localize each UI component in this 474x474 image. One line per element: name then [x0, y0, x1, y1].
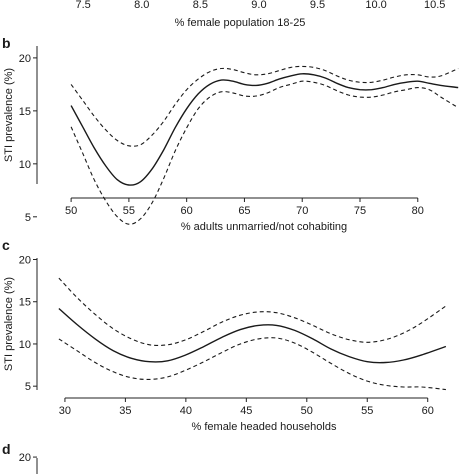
x-tick-label: 8.0: [134, 0, 149, 11]
panel-label-c: c: [2, 237, 10, 253]
y-tick-label: 5: [25, 381, 31, 393]
x-tick-label: 60: [181, 205, 193, 217]
series-fit-line-b: [70, 73, 459, 186]
x-tick-label: 50: [301, 405, 313, 417]
y-tick-label: 20: [19, 53, 31, 65]
panel-label-b: b: [2, 35, 11, 51]
x-tick-label: 75: [354, 205, 366, 217]
x-tick-label: 10.0: [365, 0, 386, 11]
y-tick-label: 10: [19, 159, 31, 171]
y-tick-label: 10: [19, 339, 31, 351]
x-tick-label: 40: [180, 405, 192, 417]
series-upper-line-b: [70, 65, 459, 147]
series-lower-line-b: [70, 80, 459, 225]
y-tick-label: 20: [19, 452, 31, 464]
x-tick-label: 45: [240, 405, 252, 417]
x-tick-label: 50: [65, 205, 77, 217]
y-tick-label: 15: [19, 297, 31, 309]
series-lower-line-c: [58, 337, 446, 391]
x-tick-label: 80: [412, 205, 424, 217]
y-tick-label: 15: [19, 106, 31, 118]
x-tick-label: 35: [119, 405, 131, 417]
x-tick-label: 60: [422, 405, 434, 417]
panel-label-d: d: [2, 441, 11, 457]
x-tick-label: 10.5: [424, 0, 445, 11]
x-tick-label: 9.5: [310, 0, 325, 11]
x-tick-label: 8.5: [193, 0, 208, 11]
x-tick-label: 55: [123, 205, 135, 217]
x-tick-label: 70: [296, 205, 308, 217]
series-fit-line-c: [58, 307, 447, 364]
x-tick-label: 7.5: [76, 0, 91, 11]
y-tick-label: 5: [25, 212, 31, 224]
y-axis-label: STI prevalence (%): [3, 277, 15, 371]
series-upper-line-c: [58, 277, 447, 347]
x-axis-label: % female headed households: [192, 421, 337, 433]
x-tick-label: 9.0: [251, 0, 266, 11]
x-axis-label: % adults unmarried/not cohabiting: [181, 221, 347, 233]
x-tick-label: 30: [59, 405, 71, 417]
y-tick-label: 20: [19, 255, 31, 267]
x-axis-label: % female population 18-25: [175, 17, 306, 29]
x-tick-label: 65: [238, 205, 250, 217]
x-tick-label: 55: [361, 405, 373, 417]
y-axis-label: STI prevalence (%): [3, 68, 15, 162]
